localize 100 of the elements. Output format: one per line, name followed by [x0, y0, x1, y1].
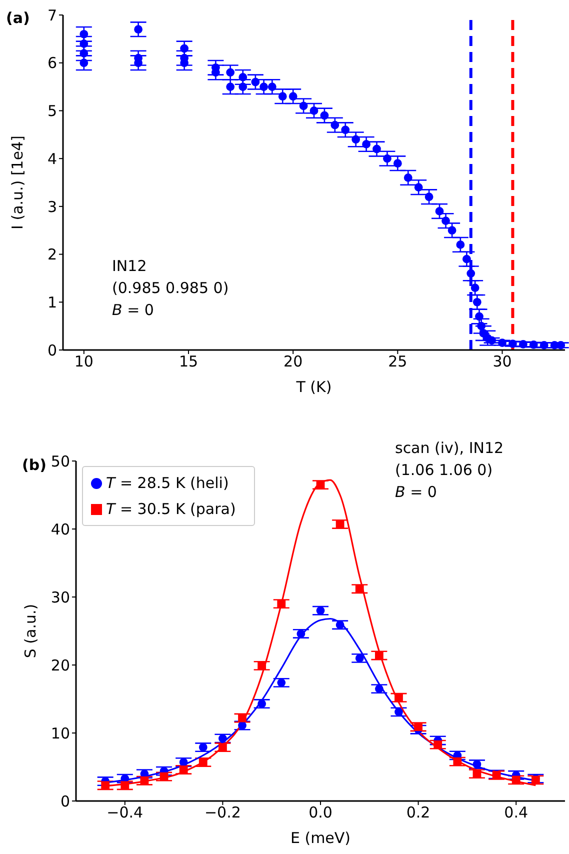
point: [238, 721, 246, 730]
x-tick-label: 10: [74, 352, 94, 371]
legend-label: T = 28.5 K (heli): [106, 474, 229, 492]
point: [355, 584, 364, 594]
y-tick-label: 6: [47, 54, 57, 72]
y-tick-label: 0: [60, 792, 70, 810]
y-tick-label: 50: [50, 452, 70, 470]
point: [140, 776, 149, 785]
point: [218, 734, 227, 743]
point: [488, 336, 496, 345]
x-tick-label: 0.0: [308, 804, 332, 822]
point: [434, 740, 442, 749]
point: [198, 758, 208, 766]
point: [120, 781, 130, 790]
y-axis-title: I (a.u.) [1e4]: [8, 136, 26, 230]
point: [251, 78, 260, 86]
point: [80, 40, 88, 48]
point: [466, 269, 476, 278]
annotation: (0.985 0.985 0): [112, 278, 229, 298]
annotation: B = 0: [112, 300, 154, 320]
x-tick-label: 15: [178, 352, 198, 371]
point: [299, 102, 308, 110]
point: [352, 135, 360, 144]
point: [310, 106, 318, 115]
y-tick-label: 1: [47, 293, 57, 312]
point: [238, 82, 248, 91]
point: [453, 757, 462, 766]
point: [448, 226, 456, 235]
point: [477, 322, 486, 330]
point: [277, 678, 286, 687]
point: [512, 776, 520, 784]
point: [80, 49, 88, 58]
point: [404, 174, 412, 182]
point: [258, 700, 266, 708]
x-axis-title: T (K): [295, 378, 332, 396]
point: [472, 298, 482, 306]
point: [268, 82, 276, 91]
y-tick-label: 5: [47, 102, 57, 120]
point: [374, 651, 384, 660]
point: [355, 654, 364, 662]
point: [226, 68, 235, 77]
point: [179, 758, 188, 766]
point: [316, 606, 325, 615]
text: scan (iv), IN12: [395, 438, 504, 458]
point: [442, 216, 450, 225]
point: [362, 140, 370, 148]
y-axis-title: S (a.u.): [21, 604, 40, 658]
point: [198, 743, 208, 752]
point: [278, 92, 287, 101]
point: [462, 254, 471, 264]
x-axis-title: E (meV): [290, 829, 351, 847]
point: [540, 341, 548, 350]
y-tick-label: 20: [50, 656, 70, 674]
x-tick-label: 20: [284, 352, 303, 371]
point: [472, 760, 482, 768]
point: [414, 183, 423, 192]
point: [336, 620, 344, 630]
x-tick-label: 0.4: [504, 804, 528, 822]
point: [238, 714, 246, 722]
point: [374, 684, 384, 693]
point: [101, 781, 110, 790]
point: [424, 192, 434, 202]
text: (b): [22, 455, 46, 475]
point: [179, 766, 188, 774]
point: [529, 340, 538, 349]
point: [277, 600, 286, 608]
point: [226, 82, 235, 91]
point: [288, 92, 298, 101]
point: [218, 743, 227, 752]
y-tick-label: 0: [47, 341, 57, 360]
annotation: IN12: [112, 256, 147, 276]
y-tick-label: 40: [50, 520, 70, 538]
point: [472, 770, 482, 778]
point: [435, 207, 444, 216]
point: [394, 708, 403, 716]
x-tick-label: 25: [388, 352, 408, 371]
point: [414, 722, 422, 732]
point: [180, 44, 189, 53]
point: [320, 111, 329, 120]
point: [383, 154, 392, 163]
point: [238, 73, 248, 82]
y-tick-label: 3: [47, 198, 57, 216]
point: [258, 661, 266, 670]
point: [80, 30, 88, 38]
point: [498, 338, 506, 348]
point: [456, 240, 465, 249]
y-tick-label: 4: [47, 150, 57, 168]
point: [296, 630, 306, 638]
point: [470, 284, 480, 292]
point: [341, 126, 350, 134]
text: (a): [6, 8, 30, 28]
point: [160, 772, 168, 781]
x-tick-label: 30: [492, 352, 512, 371]
point: [393, 159, 402, 168]
point: [556, 341, 565, 350]
point: [316, 480, 325, 489]
point: [475, 312, 484, 321]
point: [260, 82, 268, 91]
point: [134, 25, 142, 34]
x-tick-label: −0.2: [204, 804, 241, 822]
